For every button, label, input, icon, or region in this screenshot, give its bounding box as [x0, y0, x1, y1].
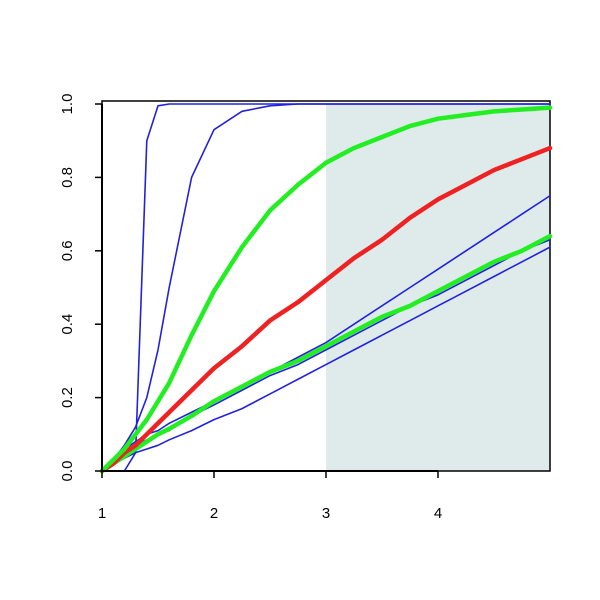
- x-tick-label: 2: [210, 505, 218, 522]
- line-series: [101, 103, 551, 472]
- y-tick-label: 0.2: [59, 387, 76, 408]
- line-series: [101, 246, 551, 472]
- x-tick-label: 3: [322, 505, 330, 522]
- line-series: [99, 233, 553, 474]
- y-tick-label: 1.0: [59, 94, 76, 115]
- y-tick-label: 0.8: [59, 167, 76, 188]
- line-series: [99, 145, 553, 474]
- y-tick-label: 0.6: [59, 240, 76, 261]
- y-tick-label: 0.0: [59, 461, 76, 482]
- y-tick-label: 0.4: [59, 314, 76, 335]
- shaded-region: [326, 104, 550, 471]
- x-tick-label: 1: [98, 505, 106, 522]
- x-tick-label: 4: [434, 505, 442, 522]
- line-series: [99, 105, 553, 474]
